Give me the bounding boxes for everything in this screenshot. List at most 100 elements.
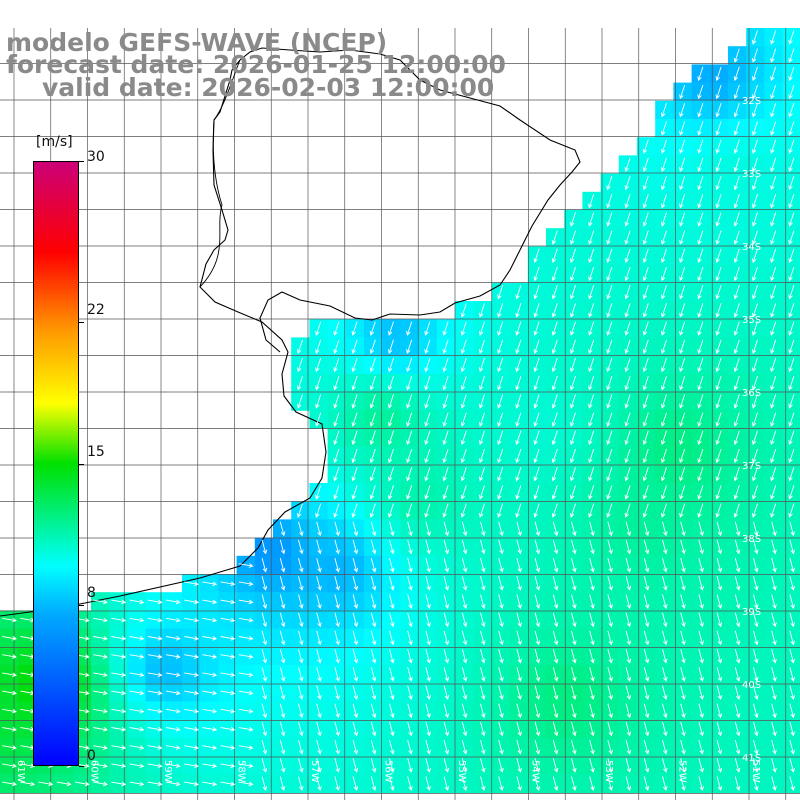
lat-lon-grid xyxy=(0,28,800,800)
wind-arrow xyxy=(460,321,467,336)
wind-arrow xyxy=(369,503,376,518)
wind-arrow xyxy=(298,685,304,701)
wind-arrow xyxy=(660,139,667,154)
wind-arrow xyxy=(515,285,522,300)
wind-arrow xyxy=(334,685,340,701)
wind-arrow xyxy=(624,230,631,245)
wind-arrow xyxy=(789,776,795,792)
wind-arrow xyxy=(588,357,595,373)
wind-arrow xyxy=(733,157,740,173)
wind-arrow xyxy=(165,599,181,605)
wind-arrow xyxy=(2,763,17,769)
wind-arrow xyxy=(238,781,254,787)
wind-arrow xyxy=(679,321,686,336)
wind-arrow xyxy=(715,357,722,373)
wind-arrow xyxy=(569,448,576,464)
wind-arrow xyxy=(734,685,741,701)
wind-arrow xyxy=(461,685,468,701)
wind-arrow xyxy=(607,521,613,537)
wind-arrow xyxy=(715,84,722,100)
wind-arrow xyxy=(680,758,686,773)
wind-arrow xyxy=(370,630,377,646)
wind-arrow xyxy=(296,357,303,373)
wind-arrow xyxy=(387,376,394,391)
wind-arrow xyxy=(261,594,268,610)
wind-arrow xyxy=(147,672,163,678)
wind-arrow xyxy=(460,303,467,318)
colorbar-tick-mark xyxy=(79,766,84,767)
latitude-label: 37S xyxy=(742,461,761,472)
wind-arrow xyxy=(147,599,163,605)
wind-arrow xyxy=(315,339,322,355)
wind-arrow xyxy=(733,230,740,245)
wind-arrow xyxy=(770,503,777,518)
wind-arrow xyxy=(460,503,467,518)
wind-arrow xyxy=(679,212,686,227)
wind-arrow xyxy=(679,430,686,446)
wind-arrow xyxy=(588,467,595,482)
wind-arrow xyxy=(406,467,413,482)
wind-arrow xyxy=(715,321,722,336)
wind-arrow xyxy=(571,703,577,719)
wind-arrow xyxy=(20,781,36,787)
wind-arrow xyxy=(642,285,649,300)
wind-arrow xyxy=(551,248,558,264)
wind-arrow xyxy=(93,636,108,641)
wind-arrow xyxy=(461,667,468,682)
wind-arrow xyxy=(624,339,631,355)
wind-arrow xyxy=(387,503,394,518)
wind-arrow xyxy=(697,448,704,464)
wind-arrow xyxy=(588,394,595,409)
wind-arrow xyxy=(460,394,467,409)
wind-arrow xyxy=(352,539,359,555)
wind-arrow xyxy=(443,594,450,610)
wind-arrow xyxy=(497,339,504,355)
wind-arrow xyxy=(716,739,723,755)
wind-arrow xyxy=(165,708,181,714)
wind-arrow xyxy=(279,521,286,537)
wind-arrow xyxy=(679,230,686,245)
wind-arrow xyxy=(515,303,522,318)
wind-arrow xyxy=(533,357,540,373)
wind-arrow xyxy=(370,685,377,701)
wind-arrow xyxy=(334,758,340,773)
wind-arrow xyxy=(788,467,795,482)
wind-arrow xyxy=(697,485,704,500)
wind-arrow xyxy=(606,485,613,500)
wind-arrow xyxy=(461,703,468,719)
wind-arrow xyxy=(202,581,218,587)
wind-arrow xyxy=(351,485,358,500)
wind-arrow xyxy=(498,739,504,755)
wind-arrow xyxy=(534,758,541,773)
wind-cell xyxy=(782,719,800,739)
wind-arrow xyxy=(387,485,394,500)
wind-arrow xyxy=(516,612,522,628)
wind-arrow xyxy=(498,721,504,737)
wind-arrow xyxy=(643,612,650,628)
wind-arrow xyxy=(147,763,163,769)
wind-arrow xyxy=(733,321,740,336)
wind-arrow xyxy=(93,599,108,605)
wind-arrow xyxy=(480,667,486,682)
wind-arrow xyxy=(589,721,595,737)
wind-arrow xyxy=(389,521,395,537)
wind-arrow xyxy=(733,303,740,318)
wind-arrow xyxy=(624,321,631,336)
wind-cell xyxy=(782,774,800,793)
wind-arrow xyxy=(569,339,576,355)
wind-arrow xyxy=(734,648,741,664)
wind-arrow xyxy=(498,648,504,664)
wind-arrow xyxy=(715,266,722,282)
wind-arrow xyxy=(407,521,413,537)
wind-arrow xyxy=(680,557,686,573)
wind-arrow xyxy=(369,412,376,427)
wind-arrow xyxy=(184,727,199,732)
wind-arrow xyxy=(788,430,795,446)
wind-arrow xyxy=(734,703,741,719)
wind-arrow xyxy=(589,758,595,773)
wind-arrow xyxy=(352,739,359,755)
wind-arrow xyxy=(480,776,486,792)
wind-arrow xyxy=(315,376,322,391)
wind-arrow xyxy=(498,594,504,610)
wind-arrow xyxy=(751,66,758,82)
